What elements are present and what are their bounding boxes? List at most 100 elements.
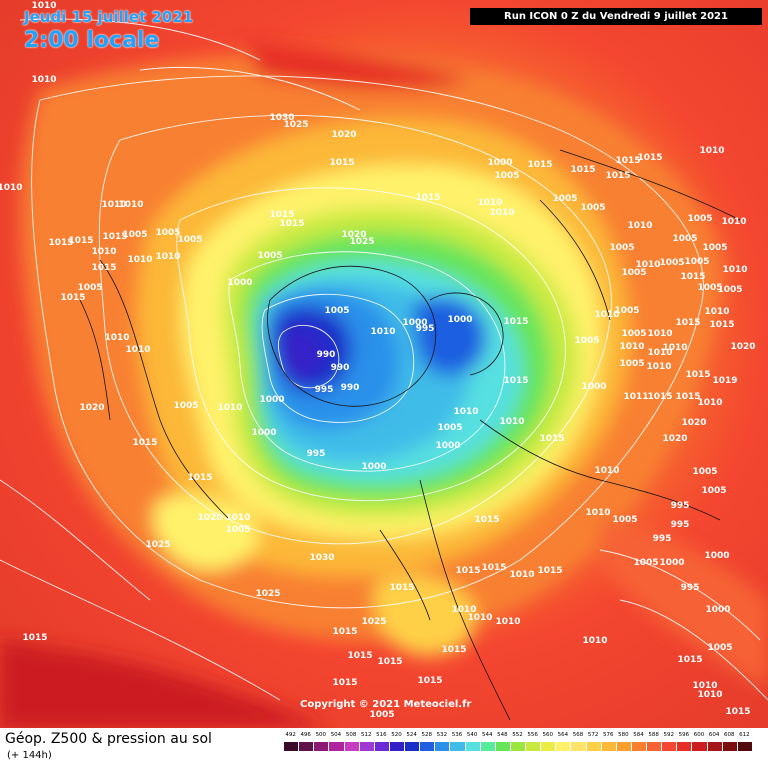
isobar-label: 1005: [672, 234, 697, 244]
isobar-label: 1010: [692, 681, 717, 691]
legend-swatch: [283, 742, 299, 751]
forecast-local-time: 2:00 locale: [24, 28, 160, 53]
isobar-label: 1000: [251, 428, 276, 438]
legend-value: 532: [436, 732, 448, 738]
isobar-label: 1015: [675, 318, 700, 328]
legend-value: 608: [724, 732, 735, 738]
map-title: Géop. Z500 & pression au sol: [5, 731, 212, 747]
isobar-label: 990: [341, 383, 360, 393]
isobar-label: 1010: [594, 466, 619, 476]
legend-swatch: [661, 742, 677, 751]
isobar-label: 1005: [619, 359, 644, 369]
isobar-label: 1010: [699, 146, 724, 156]
isobar-label: 1015: [637, 153, 662, 163]
legend-swatches: [283, 742, 752, 751]
legend-swatch: [419, 742, 435, 751]
isobar-label: 1000: [487, 158, 512, 168]
isobar-label: 1005: [494, 171, 519, 181]
legend-swatch: [449, 742, 465, 751]
isobar-label: 1010: [662, 343, 687, 353]
legend-value: 544: [481, 732, 493, 738]
legend-value: 548: [497, 732, 508, 738]
isobar-label: 1010: [127, 255, 152, 265]
legend-swatch: [479, 742, 495, 751]
isobar-label: 990: [317, 350, 336, 360]
isobar-label: 1015: [570, 165, 595, 175]
isobar-label: 1010: [619, 342, 644, 352]
isobar-label: 995: [416, 324, 435, 334]
isobar-label: 1010: [217, 403, 242, 413]
isobar-label: 1010: [635, 260, 660, 270]
map-footer: Géop. Z500 & pression au sol (+ 144h) 49…: [0, 728, 768, 768]
isobar-label: 1015: [377, 657, 402, 667]
isobar-label: 1015: [389, 583, 414, 593]
isobar-label: 1015: [132, 438, 157, 448]
legend-value: 604: [708, 732, 720, 738]
isobar-label: 1015: [709, 320, 734, 330]
legend-swatch: [313, 742, 329, 751]
isobar-label: 1015: [605, 171, 630, 181]
legend-swatch: [600, 742, 616, 751]
isobar-label: 1000: [402, 318, 427, 328]
isobar-label: 1010: [509, 570, 534, 580]
isobar-label: 1005: [225, 525, 250, 535]
isobar-label: 1015: [441, 645, 466, 655]
isobar-label: 1015: [615, 156, 640, 166]
isobar-label: 1010: [489, 208, 514, 218]
forecast-date: Jeudi 15 juillet 2021: [24, 8, 194, 26]
legend-value: 516: [376, 732, 387, 738]
isobar-label: 1010: [225, 513, 250, 523]
isobar-label: 1010: [104, 333, 129, 343]
legend-swatch: [388, 742, 404, 751]
legend-value: 496: [300, 732, 311, 738]
isobar-label: 990: [331, 363, 350, 373]
isobar-label: 1015: [332, 627, 357, 637]
legend-value: 556: [527, 732, 538, 738]
isobar-label: 1015: [60, 293, 85, 303]
isobar-label: 1010: [721, 217, 746, 227]
isobar-labels: 1010101010101030102510201015101010101015…: [0, 1, 756, 720]
legend-value: 612: [739, 732, 750, 738]
model-run-banner: Run ICON 0 Z du Vendredi 9 juillet 2021: [470, 8, 762, 25]
legend-value: 504: [330, 732, 342, 738]
isobar-label: 1000: [704, 551, 729, 561]
isobar-label: 1020: [730, 342, 755, 352]
isobar-label: 1010: [704, 307, 729, 317]
isobar-label: 1025: [349, 237, 374, 247]
legend-swatch: [706, 742, 722, 751]
legend-swatch: [494, 742, 510, 751]
isobar-label: 1005: [697, 283, 722, 293]
isobar-label: 1015: [329, 158, 354, 168]
isobar-label: 1000: [435, 441, 460, 451]
isobar-label: 1010: [453, 407, 478, 417]
isobar-label: 1020: [662, 434, 687, 444]
isobar-label: 1005: [324, 306, 349, 316]
isobar-label: 1005: [177, 235, 202, 245]
isobar-label: 1005: [621, 268, 646, 278]
legend-swatch: [540, 742, 556, 751]
legend-value: 560: [542, 732, 554, 738]
isobar-label: 1015: [527, 160, 552, 170]
legend-value: 588: [648, 732, 659, 738]
isobar-label: 1010: [118, 200, 143, 210]
isobar-label: 1025: [255, 589, 280, 599]
isobar-label: 1010: [646, 362, 671, 372]
isobar-label: 1010: [499, 417, 524, 427]
legend-value: 536: [451, 732, 463, 738]
isobar-label: 1010: [451, 605, 476, 615]
legend-swatch: [615, 742, 631, 751]
isobar-label: 1005: [702, 243, 727, 253]
isobar-label: 1000: [705, 605, 730, 615]
legend-swatch: [404, 742, 420, 751]
isobar-label: 1005: [612, 515, 637, 525]
isobar-label: 1005: [257, 251, 282, 261]
isobar-label: 1010: [647, 329, 672, 339]
isobar-label: 1015: [481, 563, 506, 573]
geopotential-map-canvas: 1010101010101030102510201015101010101015…: [0, 0, 768, 728]
isobar-label: 995: [671, 501, 690, 511]
isobar-label: 1015: [48, 238, 73, 248]
isobar-label: 1015: [503, 376, 528, 386]
isobar-label: 1015: [537, 566, 562, 576]
isobar-label: 1020: [197, 513, 222, 523]
isobar-label: 1025: [145, 540, 170, 550]
